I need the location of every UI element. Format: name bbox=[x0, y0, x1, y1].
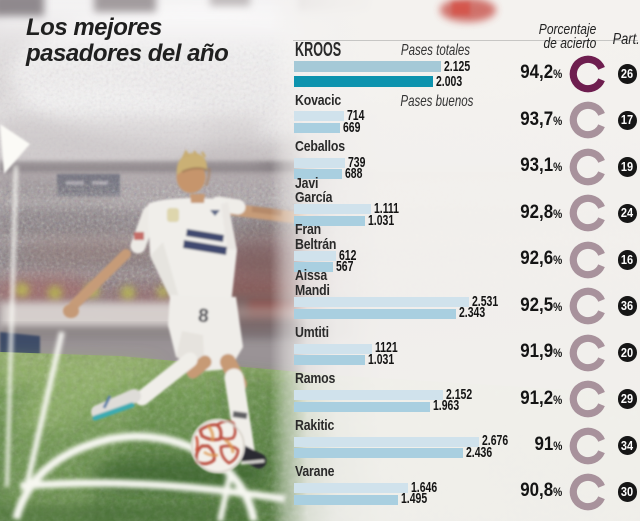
svg-text:8: 8 bbox=[197, 306, 209, 328]
